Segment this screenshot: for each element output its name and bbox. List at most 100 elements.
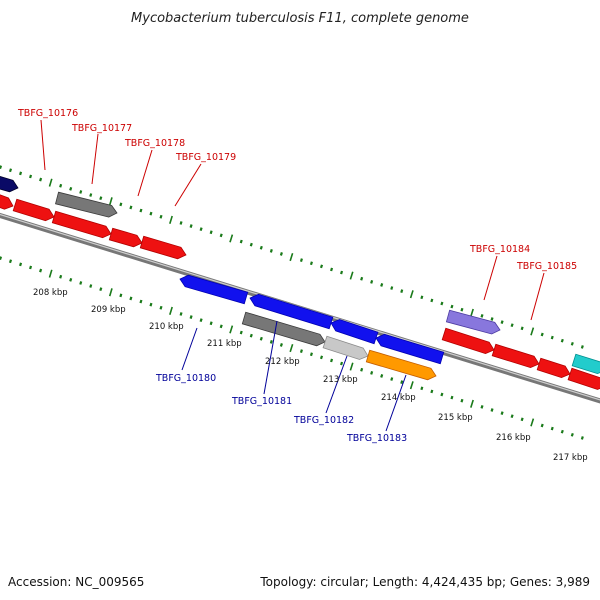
major-tick: [409, 290, 414, 299]
minor-tick: [520, 417, 524, 422]
minor-tick: [19, 171, 23, 176]
minor-tick: [400, 289, 404, 294]
minor-tick: [159, 305, 163, 310]
minor-tick: [69, 186, 73, 191]
major-tick: [48, 178, 53, 187]
minor-tick: [380, 283, 384, 287]
major-tick: [229, 234, 234, 243]
minor-tick: [370, 279, 374, 284]
minor-tick: [219, 324, 223, 329]
major-tick: [108, 197, 113, 206]
minor-tick: [420, 295, 424, 300]
minor-tick: [0, 165, 3, 170]
minor-tick: [430, 389, 434, 394]
minor-tick: [560, 429, 564, 434]
gene-arrow: [571, 353, 600, 375]
label-leader-lines: [40, 119, 545, 432]
major-tick: [289, 343, 294, 353]
minor-tick: [380, 374, 384, 378]
minor-tick: [39, 268, 43, 273]
leader-line: [530, 272, 545, 321]
minor-tick: [89, 193, 93, 197]
gene-arrow: [330, 319, 379, 345]
leader-line: [137, 149, 153, 197]
gene-arrow: [55, 191, 118, 218]
leader-line: [91, 133, 99, 185]
minor-tick: [189, 315, 193, 319]
major-tick: [349, 362, 354, 371]
gene-arrow: [0, 194, 14, 210]
minor-tick: [580, 436, 584, 440]
minor-tick: [159, 214, 163, 219]
minor-tick: [540, 423, 544, 428]
accession-text: Accession: NC_009565: [8, 575, 144, 589]
minor-tick: [129, 205, 133, 210]
gene-label: TBFG_10177: [71, 123, 132, 134]
kbp-label: 216 kbp: [496, 433, 531, 443]
minor-tick: [279, 252, 283, 256]
gene-arrow: [536, 357, 571, 379]
minor-tick: [360, 276, 364, 281]
gene-features: [0, 176, 600, 390]
minor-tick: [550, 335, 554, 340]
gene-label: TBFG_10178: [124, 138, 185, 149]
minor-tick: [309, 261, 313, 266]
minor-tick: [269, 248, 273, 253]
gene-arrow: [491, 343, 540, 369]
kbp-label: 210 kbp: [149, 322, 184, 332]
minor-tick: [570, 341, 574, 346]
minor-tick: [249, 242, 253, 247]
minor-tick: [209, 230, 213, 235]
kbp-label: 209 kbp: [91, 305, 126, 315]
minor-tick: [59, 274, 63, 279]
kbp-label: 213 kbp: [323, 375, 358, 385]
major-tick: [229, 325, 234, 334]
minor-tick: [0, 256, 3, 261]
gene-arrow: [0, 176, 19, 193]
minor-tick: [330, 358, 334, 363]
major-tick: [349, 271, 354, 280]
minor-tick: [149, 302, 153, 307]
gene-arrow: [249, 293, 334, 330]
major-tick: [108, 288, 113, 297]
minor-tick: [279, 343, 283, 347]
minor-tick: [79, 281, 83, 285]
minor-tick: [580, 345, 584, 349]
minor-tick: [99, 196, 103, 201]
minor-tick: [39, 177, 43, 182]
minor-tick: [450, 304, 454, 309]
leader-line: [40, 119, 46, 171]
kbp-labels: 208 kbp 209 kbp 210 kbp 211 kbp 212 kbp …: [33, 288, 588, 463]
major-tick: [470, 399, 474, 408]
major-tick: [409, 381, 414, 390]
minor-tick: [520, 326, 524, 331]
minor-tick: [89, 284, 93, 288]
minor-tick: [69, 277, 73, 282]
minor-tick: [8, 259, 13, 264]
minor-tick: [99, 287, 103, 292]
gene-label: TBFG_10182: [293, 415, 354, 426]
minor-tick: [79, 190, 83, 194]
minor-tick: [500, 320, 504, 324]
minor-tick: [19, 262, 23, 267]
minor-tick: [450, 395, 454, 400]
kbp-label: 212 kbp: [265, 357, 300, 367]
minor-tick: [440, 301, 444, 306]
minor-tick: [199, 318, 203, 323]
gene-arrow: [375, 333, 445, 365]
kbp-label: 217 kbp: [553, 453, 588, 463]
minor-tick: [340, 270, 344, 275]
kbp-label: 215 kbp: [438, 413, 473, 423]
gene-label: TBFG_10176: [17, 108, 78, 119]
minor-tick: [540, 332, 544, 337]
minor-tick: [139, 208, 143, 213]
gene-label: TBFG_10184: [469, 244, 530, 255]
minor-tick: [189, 224, 193, 228]
minor-tick: [340, 361, 344, 366]
minor-tick: [420, 386, 424, 391]
minor-tick: [299, 258, 303, 263]
minor-tick: [460, 398, 464, 403]
bottom-gene-labels: TBFG_10180 TBFG_10181 TBFG_10182 TBFG_10…: [155, 373, 407, 444]
minor-tick: [480, 314, 484, 318]
leader-line: [181, 327, 198, 371]
